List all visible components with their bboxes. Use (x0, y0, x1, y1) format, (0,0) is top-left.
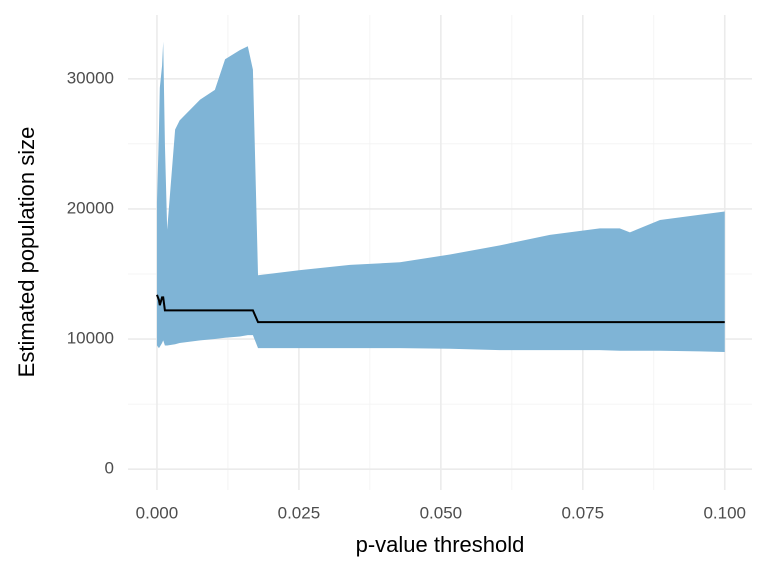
y-axis-title: Estimated population size (14, 127, 39, 378)
x-tick-label: 0.050 (420, 503, 463, 522)
estimate-line (156, 294, 725, 324)
x-tick-label: 0.000 (136, 503, 179, 522)
x-axis-title: p-value threshold (356, 532, 525, 557)
y-tick-label: 0 (105, 459, 114, 478)
x-tick-label: 0.025 (278, 503, 321, 522)
confidence-ribbon (156, 41, 725, 353)
y-tick-label: 30000 (67, 68, 114, 87)
y-tick-label: 10000 (67, 329, 114, 348)
x-tick-label: 0.100 (703, 503, 746, 522)
x-tick-label: 0.075 (562, 503, 605, 522)
y-tick-label: 20000 (67, 198, 114, 217)
